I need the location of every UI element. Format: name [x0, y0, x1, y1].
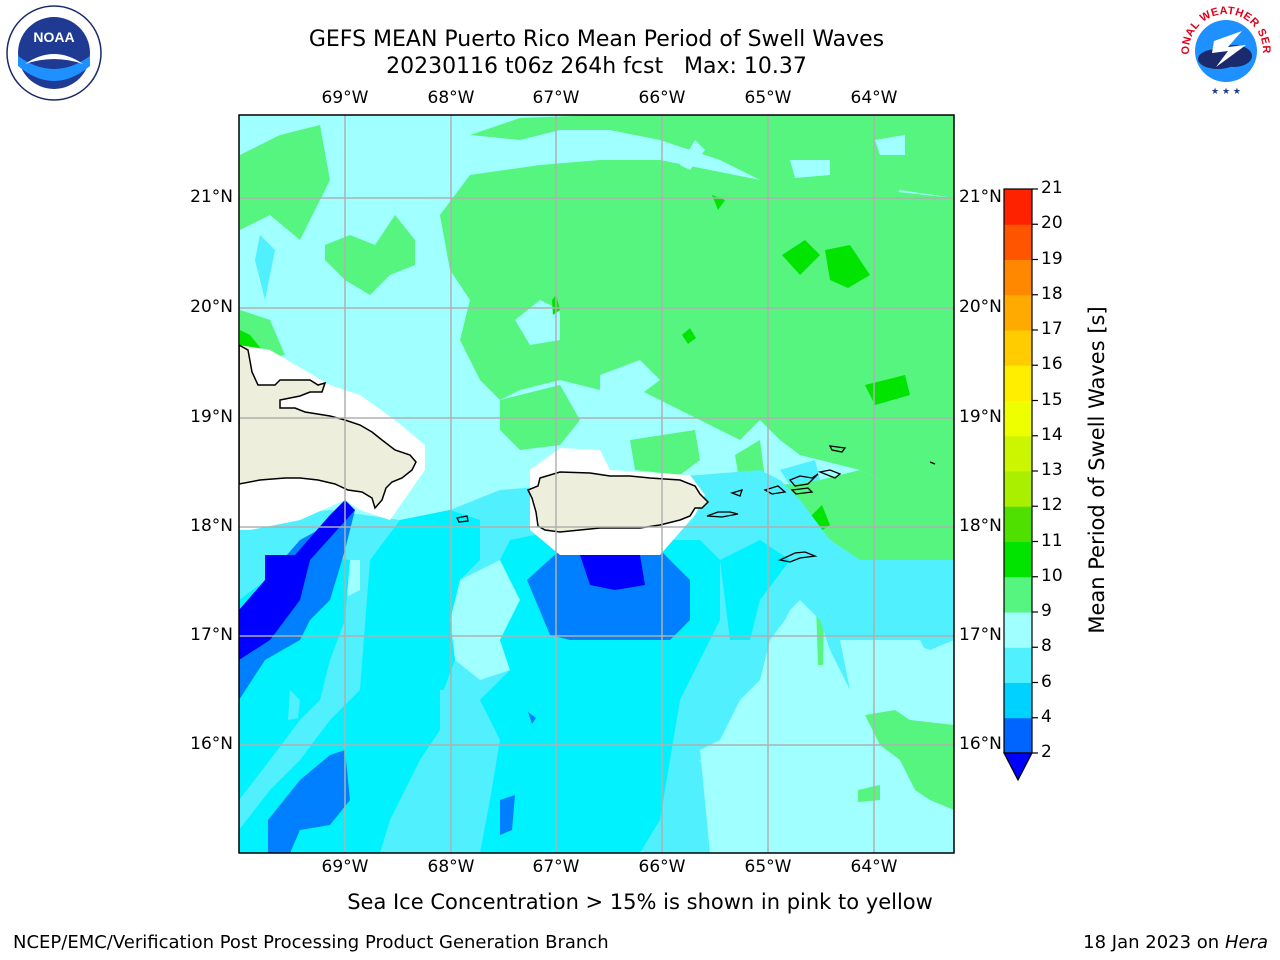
footer-date-text: 18 Jan 2023 on — [1083, 932, 1225, 953]
colorbar-label: 21 — [1041, 178, 1063, 198]
colorbar-label: 13 — [1041, 460, 1063, 480]
colorbar-band — [1004, 330, 1032, 366]
colorbar-label: 9 — [1041, 601, 1052, 621]
swell-field-2-4 — [239, 510, 690, 853]
footer-date: 18 Jan 2023 on Hera — [1083, 932, 1268, 953]
colorbar-band — [1004, 682, 1032, 719]
colorbar-label: 16 — [1041, 354, 1063, 375]
svg-text:★ ★ ★: ★ ★ ★ — [1211, 87, 1241, 97]
colorbar-under-triangle — [1003, 752, 1033, 782]
lat-tick-left: 19°N — [190, 407, 233, 427]
colorbar-band — [1004, 717, 1032, 754]
colorbar-band — [1004, 541, 1032, 578]
lat-tick-left: 21°N — [190, 187, 233, 207]
colorbar-band — [1004, 400, 1032, 437]
small-islands — [456, 445, 936, 563]
sea-ice-note: Sea Ice Concentration > 15% is shown in … — [347, 890, 933, 914]
lat-tick-left: 17°N — [190, 625, 233, 645]
map-frame — [238, 114, 955, 854]
colorbar-band — [1004, 365, 1032, 401]
colorbar-band — [1004, 471, 1032, 507]
chart-subtitle: 20230116 t06z 264h fcst Max: 10.37 — [386, 54, 807, 79]
lon-tick-bottom: 69°W — [321, 857, 369, 877]
noaa-logo-text: NOAA — [33, 29, 74, 45]
colorbar-label: 18 — [1041, 283, 1063, 304]
colorbar-band — [1004, 189, 1032, 225]
lat-tick-right: 18°N — [959, 516, 1002, 536]
lat-tick-right: 21°N — [959, 187, 1002, 207]
lon-tick-top: 66°W — [638, 88, 686, 108]
colorbar-band — [1004, 612, 1032, 648]
lon-tick-top: 65°W — [744, 88, 792, 108]
colorbar-label: 14 — [1041, 424, 1063, 445]
colorbar-band — [1004, 224, 1032, 260]
colorbar-band — [1004, 576, 1032, 613]
lon-tick-bottom: 64°W — [850, 857, 898, 877]
colorbar-band — [1004, 259, 1032, 296]
lat-tick-right: 16°N — [959, 734, 1002, 754]
lat-tick-right: 19°N — [959, 407, 1002, 427]
footer-host: Hera — [1224, 932, 1268, 953]
lon-tick-top: 64°W — [850, 88, 898, 108]
lon-tick-top: 67°W — [532, 88, 580, 108]
colorbar-label: 17 — [1041, 319, 1063, 339]
colorbar-label: 15 — [1041, 389, 1063, 410]
lon-tick-top: 68°W — [427, 88, 475, 108]
hispaniola-land — [239, 344, 417, 510]
colorbar — [1003, 188, 1038, 782]
lon-tick-top: 69°W — [321, 88, 369, 108]
colorbar-label: 11 — [1041, 530, 1063, 551]
lat-tick-left: 20°N — [190, 297, 233, 317]
colorbar-band — [1004, 506, 1032, 542]
chart-title: GEFS MEAN Puerto Rico Mean Period of Swe… — [308, 27, 885, 52]
colorbar-label: 10 — [1041, 565, 1063, 586]
colorbar-band — [1004, 294, 1032, 331]
colorbar-label: 6 — [1041, 671, 1052, 692]
puerto-rico-land — [526, 471, 710, 533]
noaa-logo: NOAA — [6, 5, 102, 101]
lat-tick-right: 17°N — [959, 625, 1002, 645]
national-weather-service-logo: NATIONAL WEATHER SERVICE ★ ★ ★ — [1176, 1, 1273, 98]
lat-tick-left: 18°N — [190, 516, 233, 536]
colorbar-label: 8 — [1041, 636, 1052, 657]
colorbar-label: 2 — [1041, 742, 1052, 762]
colorbar-label: 19 — [1041, 248, 1063, 269]
colorbar-label: 12 — [1041, 495, 1063, 516]
map-gridlines — [239, 115, 954, 853]
lon-tick-bottom: 66°W — [638, 857, 686, 877]
colorbar-band — [1004, 435, 1032, 472]
lat-ticks-right-clip: 21°N 20°N 19°N 18°N 17°N 16°N — [959, 180, 1004, 780]
colorbar-band — [1004, 647, 1032, 683]
lon-tick-bottom: 65°W — [744, 857, 792, 877]
lat-tick-right: 20°N — [959, 297, 1002, 317]
footer-credit: NCEP/EMC/Verification Post Processing Pr… — [13, 932, 609, 953]
colorbar-label: 20 — [1041, 213, 1063, 234]
lon-tick-bottom: 67°W — [532, 857, 580, 877]
colorbar-title: Mean Period of Swell Waves [s] — [1085, 306, 1109, 634]
swell-field-under-2 — [239, 500, 645, 660]
lat-tick-left: 16°N — [190, 734, 233, 754]
colorbar-label: 4 — [1041, 706, 1052, 727]
lon-tick-bottom: 68°W — [427, 857, 475, 877]
